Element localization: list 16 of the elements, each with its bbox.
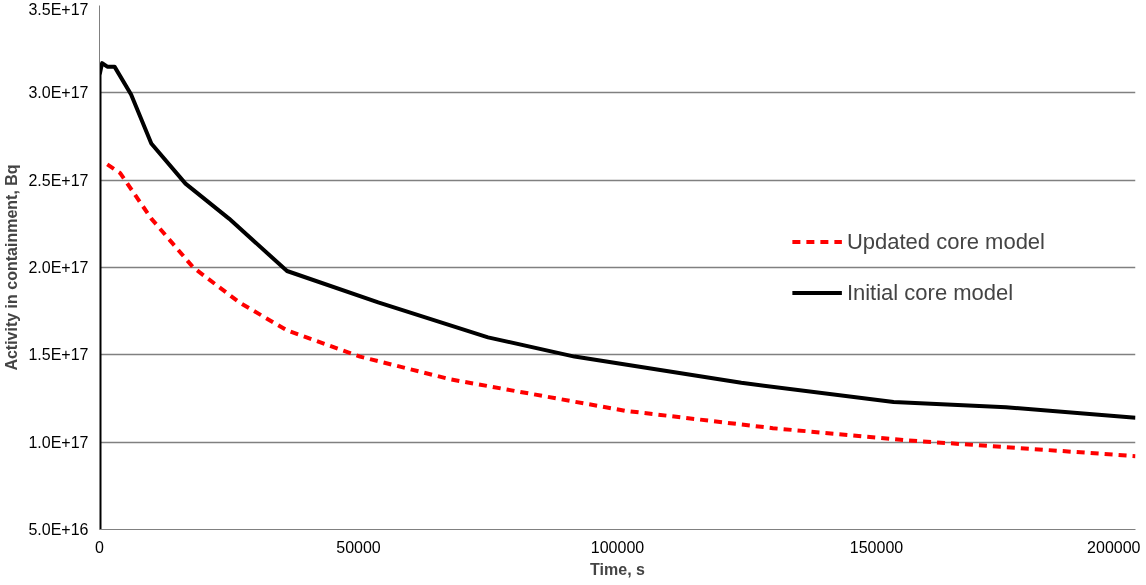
y-tick-label: 1.5E+17: [28, 346, 89, 364]
x-tick-label: 100000: [590, 538, 645, 556]
y-tick-label: 3.0E+17: [28, 84, 89, 102]
y-tick-label: 1.0E+17: [28, 433, 89, 451]
y-tick-label: 2.5E+17: [28, 171, 89, 189]
x-axis-title: Time, s: [590, 560, 646, 578]
legend-label: Updated core model: [846, 228, 1045, 255]
y-axis-title: Activity in containment, Bq: [3, 164, 21, 371]
y-tick-label: 5.0E+16: [28, 521, 89, 538]
x-tick-label: 0: [95, 538, 105, 556]
x-tick-label: 150000: [849, 538, 904, 556]
x-tick-label: 50000: [336, 538, 381, 556]
y-tick-label: 3.5E+17: [28, 0, 89, 18]
y-tick-label: 2.0E+17: [28, 259, 89, 276]
x-tick-label: 200000: [1087, 538, 1141, 556]
legend-label: Initial core model: [846, 279, 1014, 306]
